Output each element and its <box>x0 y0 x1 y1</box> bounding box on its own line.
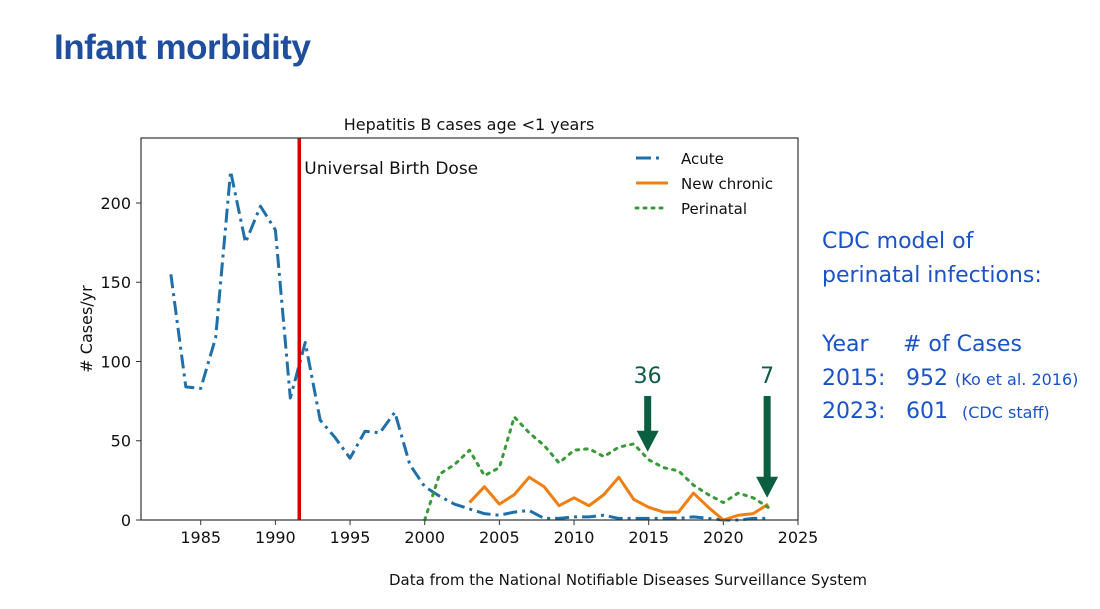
x-tick-label: 1990 <box>255 528 296 547</box>
annotation-arrow-shaft <box>644 396 652 432</box>
x-tick-label: 2005 <box>479 528 520 547</box>
legend-label: New chronic <box>681 175 773 193</box>
data-source-footer: Data from the National Notifiable Diseas… <box>389 571 867 589</box>
cases-source: (Ko et al. 2016) <box>955 370 1079 389</box>
y-tick-label: 150 <box>100 273 131 292</box>
x-tick-label: 1995 <box>330 528 371 547</box>
side-row-2015-year: 2015: <box>822 366 886 391</box>
y-tick-label: 50 <box>111 432 131 451</box>
y-tick-label: 200 <box>100 194 131 213</box>
legend: Acute New chronic Perinatal <box>634 150 773 218</box>
x-tick-label: 2010 <box>554 528 595 547</box>
y-tick-label: 100 <box>100 352 131 371</box>
side-col-year: Year <box>822 332 869 357</box>
cases-value: 952 <box>906 366 948 391</box>
annotation-arrow-shaft <box>763 396 771 478</box>
plot-frame <box>140 137 799 521</box>
x-tick-label: 2000 <box>404 528 445 547</box>
cases-value: 601 <box>906 399 948 424</box>
annotation-arrow-head-icon <box>756 476 779 498</box>
series-line-acute <box>169 169 769 522</box>
annotation-arrow-head-icon <box>636 430 659 452</box>
side-heading-2: perinatal infections: <box>822 263 1042 288</box>
side-row-2023-cases: 601 (CDC staff) <box>906 399 1050 424</box>
side-heading-1: CDC model of <box>822 229 974 254</box>
x-tick-label: 2020 <box>703 528 744 547</box>
universal-birth-dose-label: Universal Birth Dose <box>304 159 478 179</box>
x-tick-label: 2025 <box>778 528 819 547</box>
side-col-cases: # of Cases <box>903 332 1022 357</box>
y-axis-label: # Cases/yr <box>77 285 96 373</box>
slide-title: Infant morbidity <box>54 28 311 67</box>
chart-title: Hepatitis B cases age <1 years <box>344 115 595 134</box>
annotation-label: 7 <box>760 364 774 389</box>
annotation-label: 36 <box>634 364 662 389</box>
cases-source: (CDC staff) <box>962 403 1050 422</box>
side-row-2015-cases: 952 (Ko et al. 2016) <box>906 366 1078 391</box>
legend-label: Acute <box>681 150 724 168</box>
legend-label: Perinatal <box>681 200 747 218</box>
y-tick-label: 0 <box>121 511 131 530</box>
x-tick-label: 2015 <box>628 528 669 547</box>
side-row-2023-year: 2023: <box>822 399 886 424</box>
x-tick-label: 1985 <box>180 528 221 547</box>
series-line-perinatal <box>423 415 770 522</box>
